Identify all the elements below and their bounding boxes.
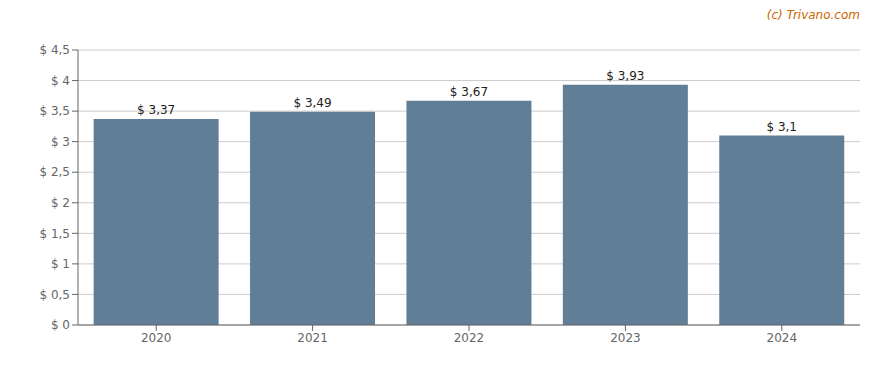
svg-text:$ 2,5: $ 2,5 [39, 165, 70, 179]
svg-text:$ 3,49: $ 3,49 [293, 96, 331, 110]
svg-text:$ 3: $ 3 [51, 135, 70, 149]
svg-text:2021: 2021 [297, 331, 328, 345]
svg-text:$ 4,5: $ 4,5 [39, 43, 70, 57]
svg-text:$ 3,93: $ 3,93 [606, 69, 644, 83]
svg-text:$ 3,5: $ 3,5 [39, 104, 70, 118]
svg-text:$ 2: $ 2 [51, 196, 70, 210]
svg-text:$ 0: $ 0 [51, 318, 70, 332]
svg-text:$ 4: $ 4 [51, 74, 70, 88]
svg-text:$ 0,5: $ 0,5 [39, 288, 70, 302]
svg-text:2022: 2022 [454, 331, 485, 345]
svg-text:2023: 2023 [610, 331, 641, 345]
svg-text:$ 3,1: $ 3,1 [766, 120, 797, 134]
svg-text:$ 3,67: $ 3,67 [450, 85, 488, 99]
svg-text:2024: 2024 [767, 331, 798, 345]
html-text:(c) Trivano.com: (c) Trivano.com [766, 8, 860, 22]
svg-text:$ 1,5: $ 1,5 [39, 227, 70, 241]
svg-text:$ 3,37: $ 3,37 [137, 103, 175, 117]
svg-text:2020: 2020 [141, 331, 172, 345]
svg-text:$ 1: $ 1 [51, 257, 70, 271]
